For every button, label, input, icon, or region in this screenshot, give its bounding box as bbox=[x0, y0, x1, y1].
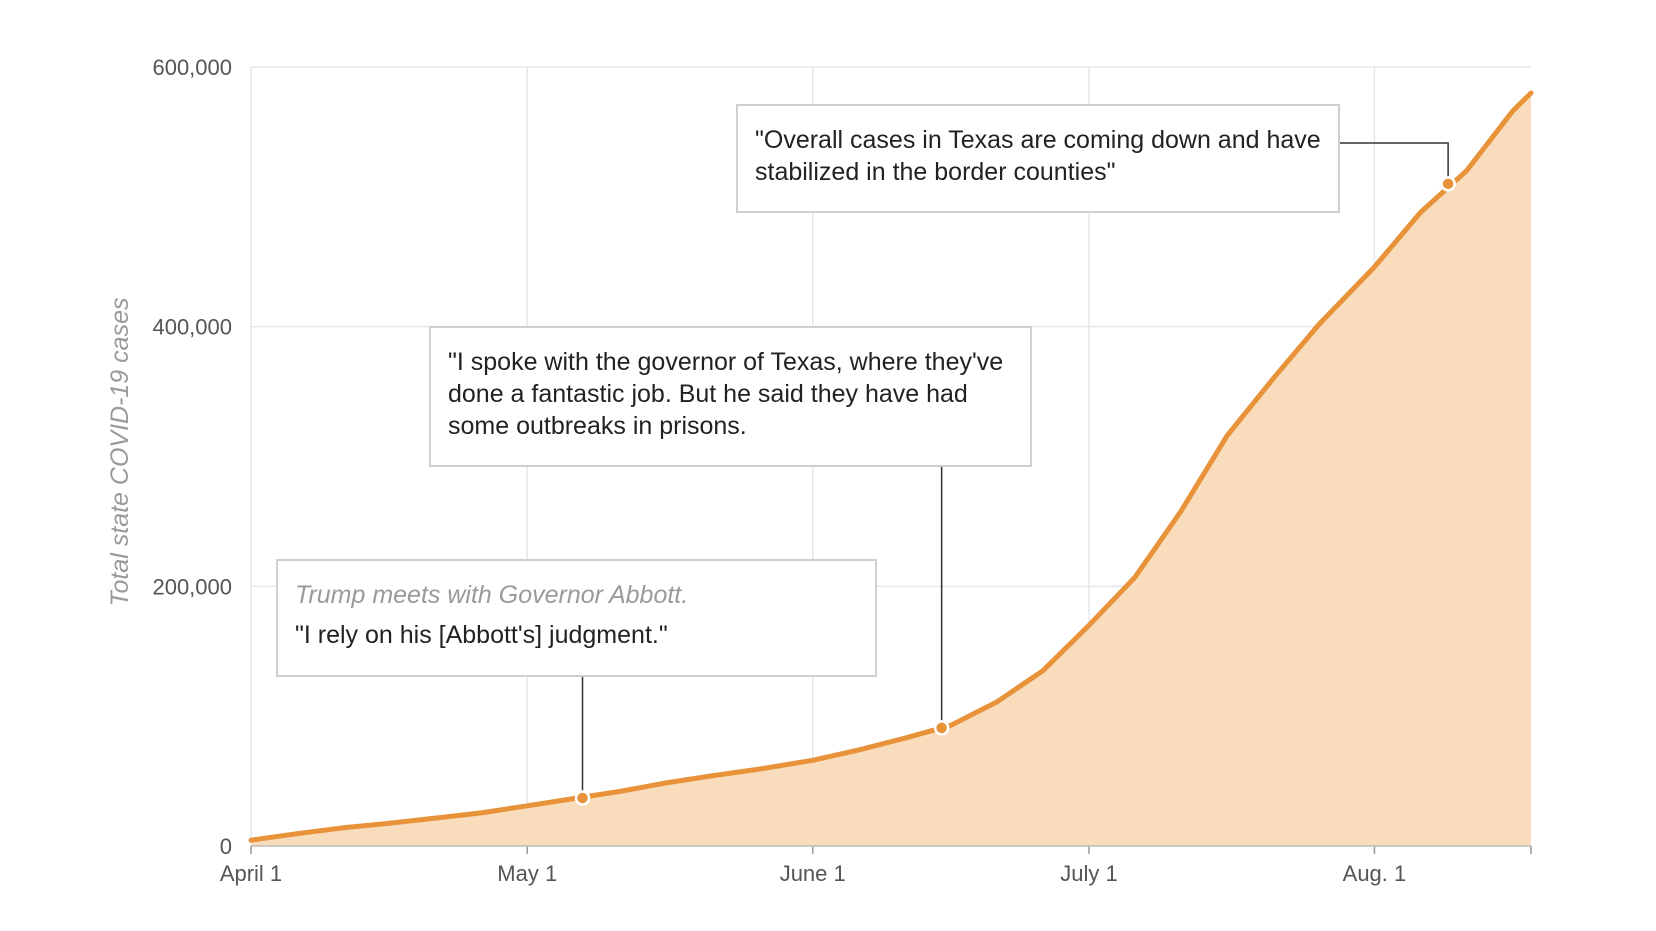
annotation-quote: "I rely on his [Abbott's] judgment." bbox=[295, 621, 668, 649]
annotation-prisons-quote: "I spoke with the governor of Texas, whe… bbox=[429, 326, 1032, 467]
y-axis-label: Total state COVID-19 cases bbox=[106, 298, 134, 607]
annotation-marker bbox=[933, 720, 950, 736]
x-tick-label: May 1 bbox=[497, 861, 557, 886]
cases-line bbox=[248, 90, 1534, 843]
annotation-marker bbox=[574, 790, 591, 806]
y-tick-label: 400,000 bbox=[152, 315, 232, 340]
annotation-trump-meets-abbott: Trump meets with Governor Abbott. "I rel… bbox=[276, 559, 877, 677]
annotation-marker bbox=[1440, 176, 1456, 192]
cases-area-fill bbox=[251, 93, 1531, 846]
annotation-leader-line bbox=[1340, 142, 1449, 184]
x-tick-label: July 1 bbox=[1060, 861, 1117, 886]
x-tick-label: April 1 bbox=[220, 861, 282, 886]
x-tick-label: June 1 bbox=[780, 861, 846, 886]
annotation-cases-coming-down: "Overall cases in Texas are coming down … bbox=[736, 104, 1340, 213]
x-tick-label: Aug. 1 bbox=[1343, 861, 1407, 886]
axes: 0 200,000 400,000 600,000 April 1 May 1 June 1… bbox=[152, 55, 1532, 886]
y-tick-label: 200,000 bbox=[152, 574, 232, 599]
y-tick-label: 600,000 bbox=[152, 55, 232, 80]
annotation-quote: "Overall cases in Texas are coming down … bbox=[755, 126, 1321, 186]
annotation-quote: "I spoke with the governor of Texas, whe… bbox=[448, 348, 1004, 440]
annotation-markers bbox=[574, 176, 1456, 806]
annotation-leaders bbox=[581, 142, 1449, 798]
annotation-note: Trump meets with Governor Abbott. bbox=[295, 581, 689, 609]
y-tick-label: 0 bbox=[220, 834, 232, 859]
